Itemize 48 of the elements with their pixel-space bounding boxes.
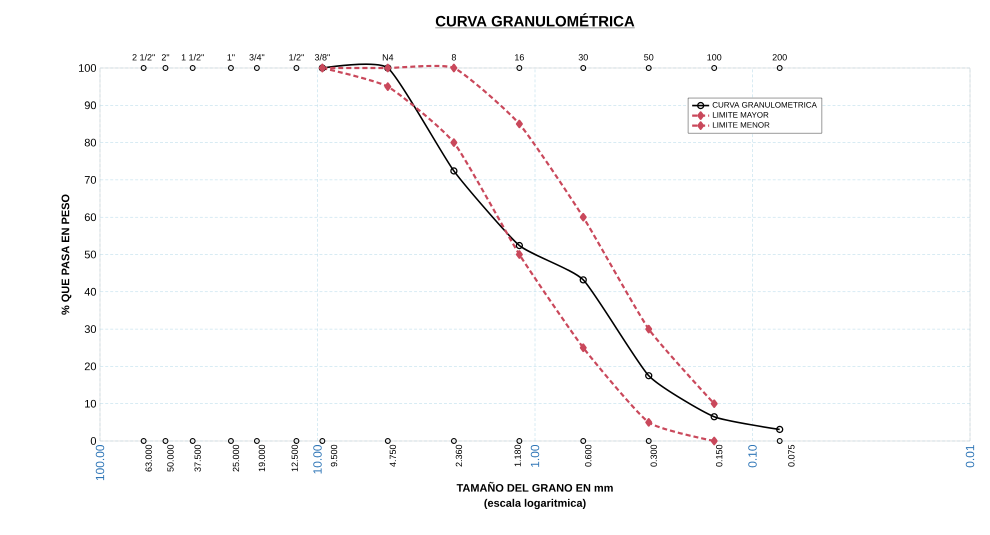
y-tick-label: 30 [84,325,96,333]
annotation: N4 [382,54,394,60]
annotation: 12.500 [292,444,298,472]
y-tick-label: 20 [84,362,96,370]
y-tick-label: 10 [85,400,96,408]
annotation: 1.180 [514,444,521,466]
x-tick-label: 10.00 [313,444,322,474]
annotation: 4.750 [390,444,396,467]
annotation: 3/8" [314,54,330,60]
annotation: 1" [228,54,235,60]
annotation: 63.000 [145,444,152,472]
y-tick-label: 90 [84,101,96,110]
annotation: 200 [772,54,787,60]
annotation: 0.150 [716,444,722,467]
y-tick-label: 80 [84,138,96,146]
annotation: 30 [578,54,588,60]
annotation: 25.000 [232,444,240,472]
y-tick-label: 60 [84,213,96,222]
annotation: 50.000 [167,444,174,472]
annotation: 2" [162,54,170,60]
annotation: 19.000 [258,444,266,472]
y-tick-label: 0 [90,437,96,445]
annotation: 37.500 [194,444,201,472]
annotation: 2.360 [456,444,462,467]
annotation: 2 1/2" [132,54,155,60]
annotation: 100 [707,54,722,60]
annotation: 0.600 [585,444,592,467]
annotation: 50 [644,54,654,60]
y-tick-label: 70 [84,176,96,184]
annotation: 0.300 [650,444,657,467]
x-tick-label: 1.00 [530,444,540,467]
y-tick-label: 100 [79,64,96,72]
chart-title: CURVA GRANULOMÉTRICA [436,13,634,26]
annotation: 8 [452,54,456,60]
annotation: 16 [515,54,524,60]
y-axis-title: % QUE PASA EN PESO [62,194,72,315]
annotation: 9.500 [330,444,338,467]
x-tick-label: 0.10 [748,444,757,468]
annotation: 3/4" [249,54,264,60]
x-tick-label: 0.01 [966,445,974,468]
annotation: 0.075 [788,444,795,467]
y-tick-label: 40 [84,288,96,296]
x-tick-label: 100.00 [96,444,104,480]
y-tick-label: 50 [84,250,96,258]
annotation: 1/2" [289,54,304,60]
annotation: 1 1/2" [182,54,204,60]
x-axis-title: TAMAÑO DEL GRANO EN mm [456,482,613,492]
text: (escala logaritmica) [484,498,586,510]
